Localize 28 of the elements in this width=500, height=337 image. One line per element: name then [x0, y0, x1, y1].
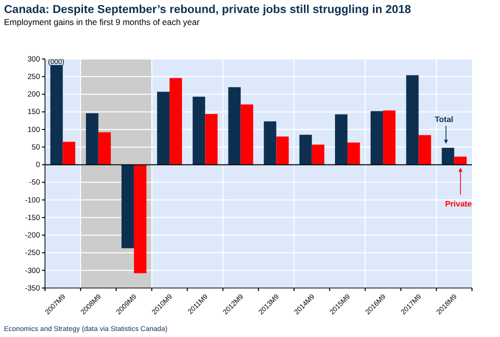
bar: [205, 114, 218, 165]
bar: [86, 113, 98, 165]
bar: [454, 156, 467, 165]
bar: [406, 75, 419, 165]
bar: [370, 111, 384, 165]
bar: [98, 132, 111, 165]
bar: [228, 87, 241, 165]
bar: [347, 142, 360, 165]
chart-subtitle: Employment gains in the first 9 months of each year: [4, 17, 200, 27]
bar: [134, 164, 146, 274]
bar: [276, 136, 289, 165]
bar: [299, 134, 312, 165]
bar: [157, 92, 170, 165]
text: Private: [445, 200, 472, 209]
bar: [122, 164, 134, 248]
bar: [264, 121, 276, 165]
bar: [383, 110, 396, 165]
bar: [335, 114, 348, 165]
text: Total: [434, 114, 454, 124]
bar: [240, 104, 254, 165]
chart-title: Canada: Despite September’s rebound, private jobs still struggling in 2018: [4, 4, 412, 16]
bar: [50, 64, 63, 165]
bar: [442, 148, 454, 165]
bar: [418, 135, 432, 165]
bar: [312, 144, 324, 165]
bar: [192, 96, 206, 165]
bar: [170, 78, 182, 165]
bar: [62, 142, 76, 165]
